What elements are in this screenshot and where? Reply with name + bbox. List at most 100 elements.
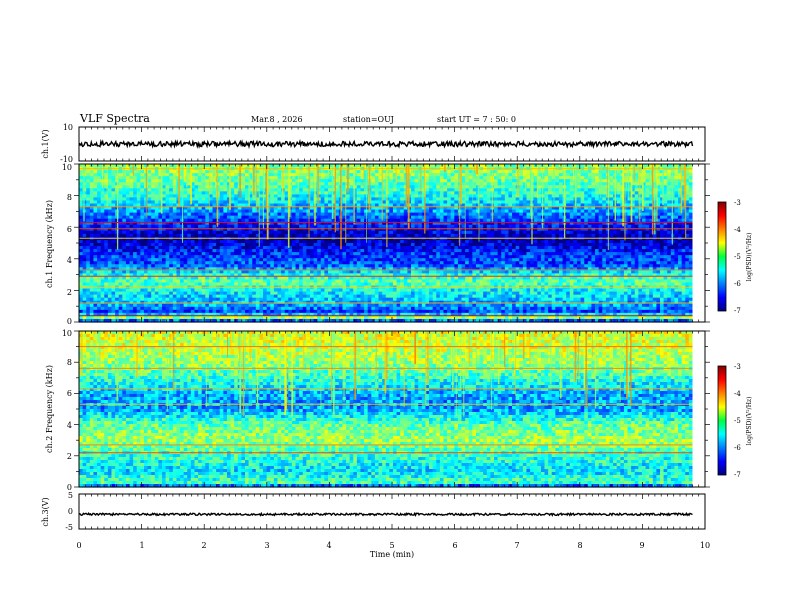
spectrogram-cell (111, 179, 116, 183)
spectrogram-cell (425, 218, 430, 223)
spectrogram-cell (392, 185, 398, 189)
spectrogram-cell (587, 218, 593, 223)
spectrogram-cell (219, 173, 224, 177)
spectrogram-cell (273, 209, 279, 214)
spectrogram-cell (205, 164, 210, 168)
spectrogram-cell (165, 191, 170, 195)
spectrogram-cell (187, 227, 192, 232)
spectrogram-cell (674, 215, 679, 220)
spectrogram-cell (216, 176, 221, 180)
spectrogram-cell (306, 194, 311, 199)
spectrogram-cell (544, 230, 549, 235)
spectrogram-cell (219, 224, 224, 229)
spectrogram-cell (627, 170, 632, 174)
spectrogram-cell (414, 206, 419, 211)
spectrogram-cell (93, 191, 98, 195)
spectrogram-cell (353, 227, 358, 232)
spectrogram-cell (158, 212, 163, 217)
spectrogram-cell (342, 188, 347, 192)
spectrogram-cell (230, 185, 235, 189)
spectrogram-cell (432, 164, 437, 168)
spectrogram-cell (158, 230, 163, 235)
spectrogram-cell (641, 176, 647, 180)
spectrogram-cell (411, 218, 416, 223)
spectrogram-cell (411, 170, 416, 174)
spectrogram-cell (400, 212, 405, 217)
spectrogram-cell (425, 233, 430, 238)
spectrogram-cell (277, 227, 282, 232)
spectrogram-cell (324, 209, 329, 214)
spectrogram-cell (245, 176, 250, 180)
spectrogram-cell (162, 224, 167, 229)
spectrogram-cell (400, 200, 405, 205)
spectrogram-cell (371, 233, 376, 238)
spectrogram-cell (486, 194, 491, 199)
spectrogram-cell (595, 230, 600, 235)
spectrogram-cell (436, 200, 441, 205)
spectrogram-cell (558, 197, 564, 202)
spectrogram-cell (421, 203, 427, 208)
spectrogram-cell (425, 197, 430, 202)
spectrogram-cell (237, 224, 242, 229)
spectrogram-cell (165, 185, 170, 189)
spectrogram-cell (270, 191, 275, 195)
spectrogram-cell (623, 185, 629, 189)
spectrogram-cell (641, 164, 647, 168)
spectrogram-cell (165, 224, 170, 229)
spectrogram-cell (194, 176, 199, 180)
spectrogram-cell (154, 185, 159, 189)
spectrogram-cell (623, 173, 629, 177)
spectrogram-cell (374, 212, 380, 217)
spectrogram-cell (515, 227, 520, 232)
spectrogram-cell (328, 233, 333, 238)
spectrogram-cell (443, 230, 448, 235)
spectrogram-cell (385, 212, 390, 217)
spectrogram-cell (566, 170, 571, 174)
spectrogram-cell (663, 176, 668, 180)
spectrogram-cell (125, 173, 131, 177)
spectrogram-cell (443, 185, 448, 189)
spectrogram-cell (418, 224, 423, 229)
spectrogram-cell (212, 173, 217, 177)
spectrogram-cell (263, 230, 268, 235)
spectrogram-cell (396, 185, 401, 189)
spectrogram-cell (212, 200, 217, 205)
spectrogram-cell (501, 203, 506, 208)
spectrogram-cell (681, 218, 686, 223)
spectrogram-cell (627, 206, 632, 211)
spectrogram-cell (558, 230, 564, 235)
spectrogram-cell (219, 197, 224, 202)
spectrogram-cell (443, 221, 448, 226)
spectrogram-cell (147, 233, 152, 238)
spectrogram-cell (353, 221, 358, 226)
spectrogram-cell (331, 203, 336, 208)
spectrogram-cell (479, 191, 484, 195)
spectrogram-cell (147, 170, 152, 174)
spectrogram-cell (111, 218, 116, 223)
spectrogram-cell (364, 233, 369, 238)
spectrogram-cell (656, 194, 661, 199)
spectrogram-cell (284, 182, 289, 186)
spectrogram-cell (504, 212, 510, 217)
spectrogram-cell (443, 188, 448, 192)
spectrogram-cell (609, 209, 614, 214)
spectrogram-cell (645, 215, 650, 220)
spectrogram-cell (548, 227, 553, 232)
spectrogram-cell (107, 218, 113, 223)
spectrogram-cell (208, 188, 214, 192)
spectrogram-cell (320, 233, 325, 238)
spectrogram-cell (125, 188, 131, 192)
spectrogram-cell (486, 221, 491, 226)
spectrogram-cell (302, 209, 307, 214)
spectrogram-cell (335, 221, 340, 226)
spectrogram-cell (645, 194, 650, 199)
spectrogram-cell (425, 194, 430, 199)
spectrogram-cell (201, 194, 206, 199)
spectrogram-cell (299, 200, 304, 205)
spectrogram-cell (533, 191, 538, 195)
spectrogram-cell (508, 170, 513, 174)
spectrogram-cell (486, 173, 491, 177)
spectrogram-cell (411, 182, 416, 186)
spectrogram-cell (111, 209, 116, 214)
spectrogram-cell (133, 197, 138, 202)
